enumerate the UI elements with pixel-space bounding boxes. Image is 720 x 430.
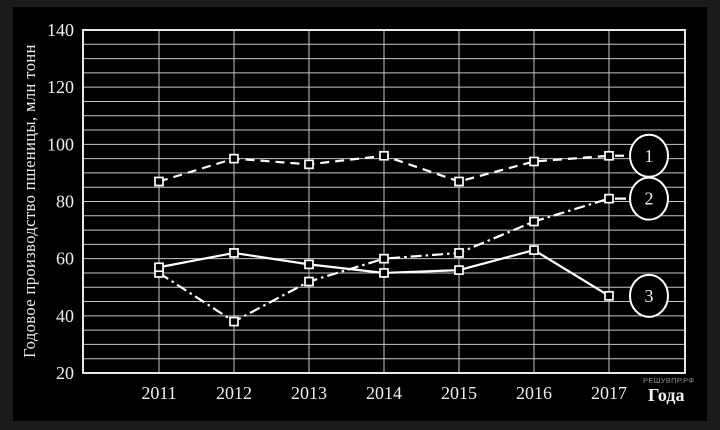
plot-border xyxy=(82,29,686,374)
series-1-marker xyxy=(229,153,239,164)
legend-circle-1-label: 1 xyxy=(645,146,654,166)
x-tick-label: 2012 xyxy=(216,383,252,403)
x-axis-title: Года xyxy=(648,385,685,405)
x-tick-label: 2017 xyxy=(591,383,627,403)
y-axis-title: Годовое производство пшеницы, млн тонн xyxy=(20,44,39,358)
y-tick-label: 140 xyxy=(47,20,74,40)
series-3-marker xyxy=(304,259,314,270)
y-tick-label: 120 xyxy=(47,77,74,97)
series-1-marker xyxy=(454,176,464,187)
y-tick-label: 20 xyxy=(56,363,74,383)
series-3-marker xyxy=(379,268,389,278)
x-tick-label: 2014 xyxy=(366,383,402,403)
x-tick-label: 2013 xyxy=(291,383,327,403)
y-tick-label: 60 xyxy=(56,249,74,269)
watermark: РЕШУВПР.РФ xyxy=(643,376,695,385)
y-tick-label: 40 xyxy=(56,306,74,326)
series-3-marker xyxy=(154,262,164,273)
legend-circle-2 xyxy=(629,176,669,221)
series-3-marker xyxy=(604,290,614,301)
series-1-marker xyxy=(529,156,539,167)
series-3-marker xyxy=(529,245,539,255)
x-tick-label: 2015 xyxy=(441,383,477,403)
legend-circle-3 xyxy=(629,273,669,318)
series-2-marker xyxy=(604,193,614,204)
series-3-marker xyxy=(454,265,464,275)
series-2-marker xyxy=(304,276,314,287)
legend-circle-2-label: 2 xyxy=(645,189,654,209)
y-tick-label: 100 xyxy=(47,134,74,154)
series-1-marker xyxy=(379,150,389,161)
series-1-marker xyxy=(604,150,614,161)
x-tick-label: 2016 xyxy=(516,383,552,403)
legend-circle-3-label: 3 xyxy=(645,286,654,306)
series-2-marker xyxy=(454,248,464,258)
chart-background xyxy=(13,7,707,421)
series-2-marker xyxy=(529,216,539,227)
series-3-marker xyxy=(229,248,239,258)
series-2-marker xyxy=(379,253,389,264)
series-1-marker xyxy=(304,159,314,170)
y-tick-label: 80 xyxy=(56,192,74,212)
series-2-marker xyxy=(229,316,239,327)
series-1-marker xyxy=(154,176,164,187)
x-tick-label: 2011 xyxy=(141,383,176,403)
